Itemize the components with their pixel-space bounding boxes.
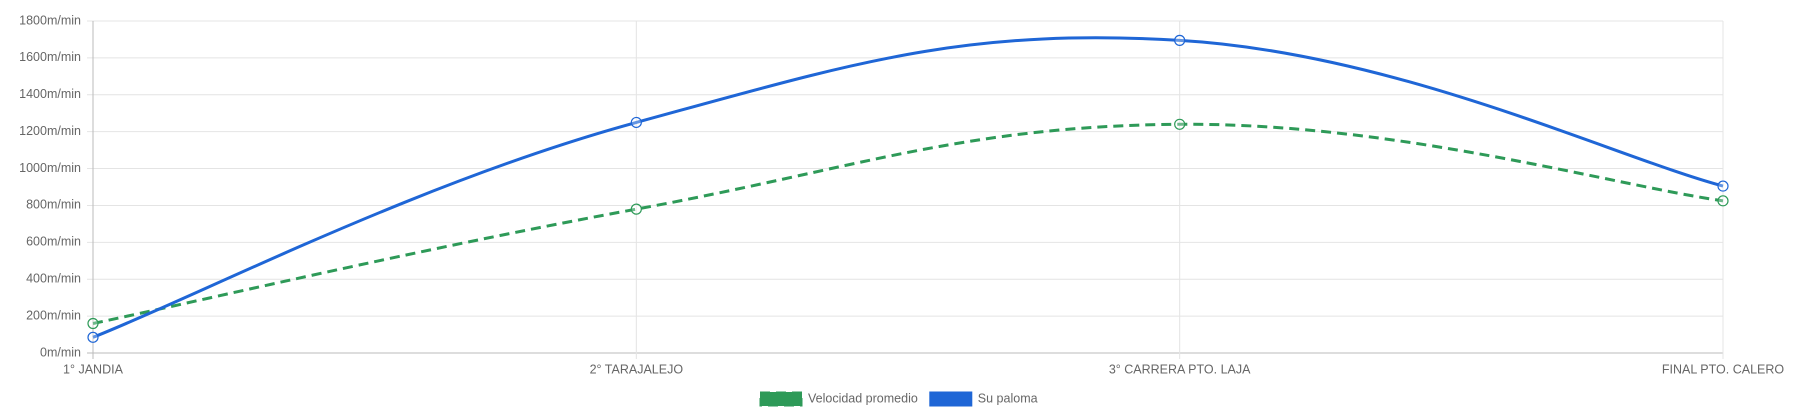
legend-label: Velocidad promedio: [808, 391, 918, 405]
y-tick-label: 400m/min: [26, 272, 81, 286]
x-tick-label: 3° CARRERA PTO. LAJA: [1109, 362, 1251, 376]
legend-label: Su paloma: [978, 391, 1038, 405]
y-tick-label: 1000m/min: [19, 161, 81, 175]
x-tick-label: 2° TARAJALEJO: [590, 362, 684, 376]
point: [87, 331, 99, 343]
y-tick-label: 1200m/min: [19, 124, 81, 138]
y-tick-label: 600m/min: [26, 235, 81, 249]
y-tick-label: 1400m/min: [19, 87, 81, 101]
y-tick-label: 1600m/min: [19, 50, 81, 64]
point: [1174, 118, 1186, 130]
y-tick-label: 1800m/min: [19, 13, 81, 27]
point: [1717, 195, 1729, 207]
point: [1174, 34, 1186, 46]
legend-swatch: [929, 391, 973, 407]
x-tick-label: 1° JANDIA: [63, 362, 124, 376]
y-tick-label: 0m/min: [40, 345, 81, 359]
legend-swatch: [759, 391, 803, 407]
point: [1717, 180, 1729, 192]
point: [630, 203, 642, 215]
point: [87, 317, 99, 330]
point: [630, 116, 642, 129]
x-tick-label: FINAL PTO. CALERO: [1662, 362, 1785, 376]
series-line: [92, 36, 1724, 339]
series-line: [92, 122, 1724, 325]
y-tick-label: 800m/min: [26, 198, 81, 212]
y-tick-label: 200m/min: [26, 308, 81, 322]
